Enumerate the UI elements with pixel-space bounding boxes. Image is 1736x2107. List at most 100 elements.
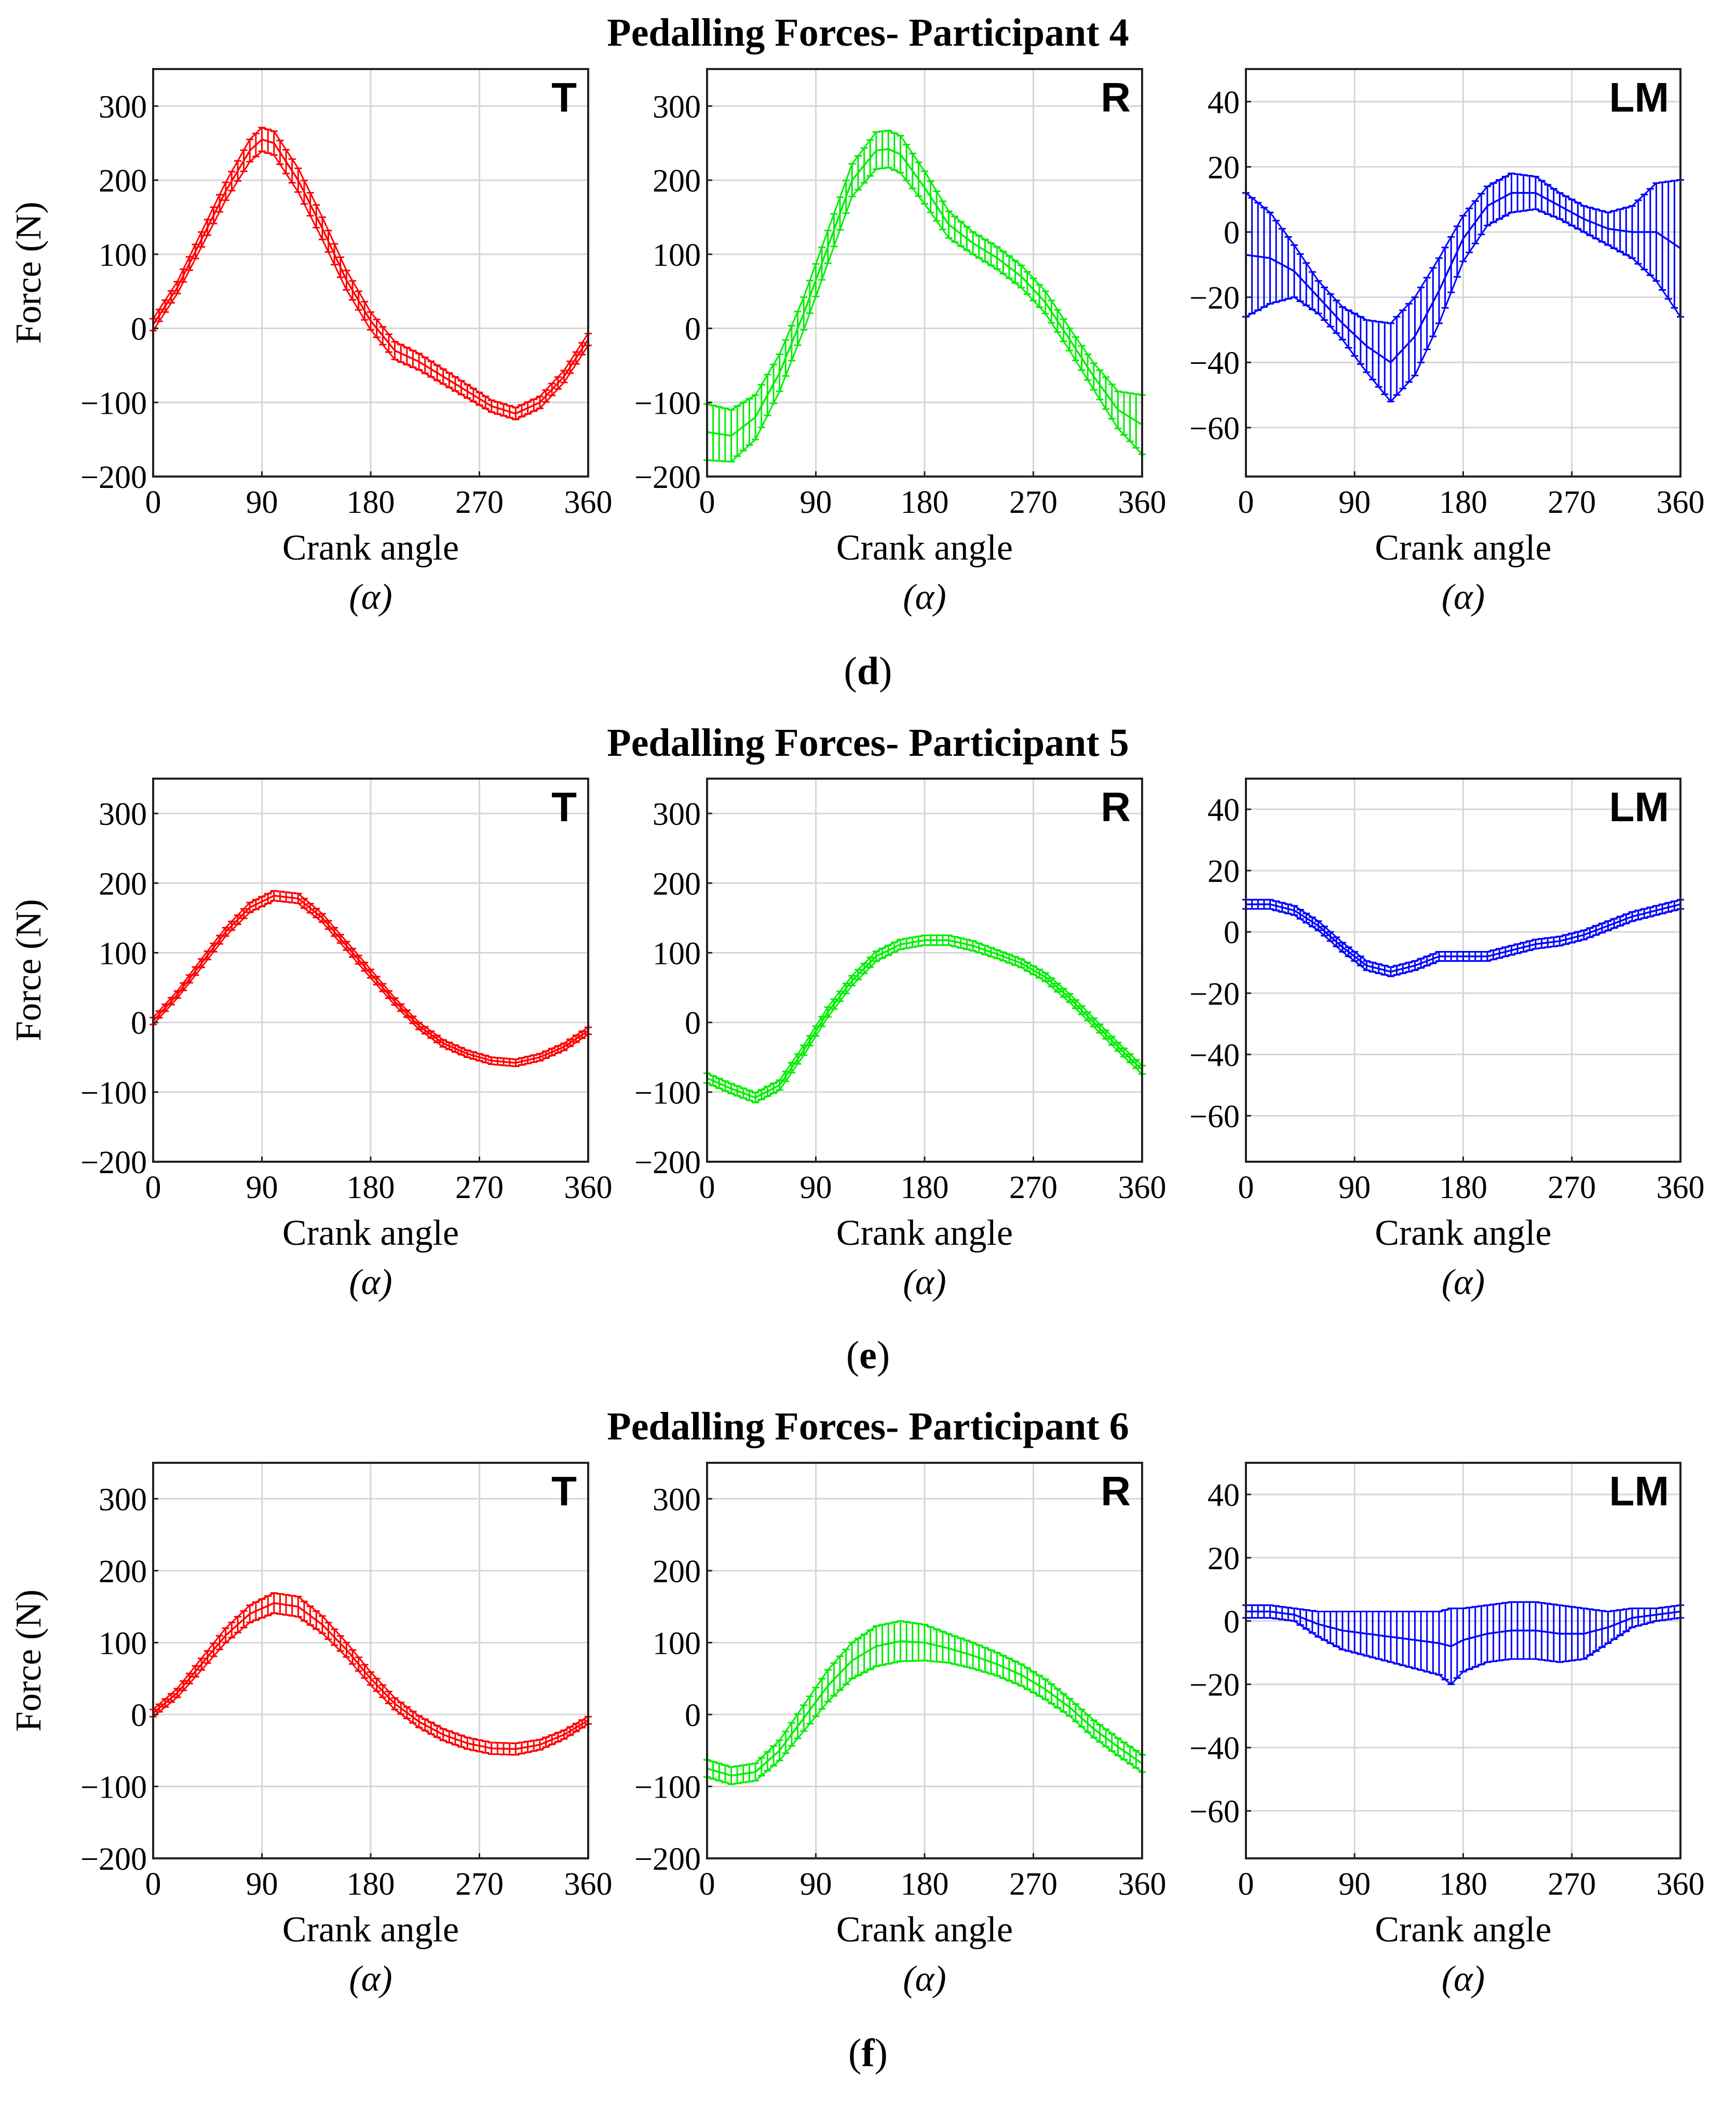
lower-sd-line xyxy=(1246,1617,1681,1685)
y-tick-label: −200 xyxy=(634,460,701,495)
panel-label: R xyxy=(1101,1468,1131,1514)
x-tick-label: 360 xyxy=(1657,485,1705,520)
x-tick-label: 0 xyxy=(699,485,715,520)
upper-sd-line xyxy=(1245,172,1681,324)
upper-sd-line xyxy=(153,1592,589,1744)
x-tick-label: 0 xyxy=(145,1170,161,1205)
y-tick-label: −100 xyxy=(80,1770,147,1805)
y-tick-label: 200 xyxy=(99,866,147,902)
subfigure-label: (f) xyxy=(848,2031,888,2075)
y-tick-label: 200 xyxy=(653,1554,701,1589)
x-tick-label: 360 xyxy=(1118,1867,1167,1902)
group-title: Pedalling Forces- Participant 5 xyxy=(607,721,1129,765)
y-tick-label: 40 xyxy=(1208,85,1240,120)
x-axis-unit: (α) xyxy=(1442,1959,1485,1999)
x-tick-label: 270 xyxy=(1548,1867,1596,1902)
y-tick-label: 300 xyxy=(99,1482,147,1517)
y-tick-label: 40 xyxy=(1208,1478,1240,1513)
x-tick-label: 270 xyxy=(1548,1170,1596,1205)
mean-line xyxy=(1246,1610,1681,1648)
y-tick-label: 0 xyxy=(131,1698,147,1733)
y-tick-label: −40 xyxy=(1189,1731,1240,1766)
x-tick-label: 90 xyxy=(800,1867,832,1902)
y-tick-label: −100 xyxy=(634,1770,701,1805)
mean-line xyxy=(707,1640,1143,1777)
figure-group-f: Pedalling Forces- Participant 6 (f) 0 90 180… xyxy=(9,1405,1705,2075)
y-tick-label: 300 xyxy=(653,89,701,125)
y-axis-label: Force (N) xyxy=(9,201,49,344)
y-tick-label: 200 xyxy=(99,164,147,199)
upper-sd-line xyxy=(707,1620,1143,1768)
y-tick-label: −200 xyxy=(634,1145,701,1180)
y-tick-label: −60 xyxy=(1189,1795,1240,1830)
x-axis-label: Crank angle xyxy=(836,1910,1013,1950)
subfigure-label-close: ) xyxy=(879,649,892,693)
upper-sd-line xyxy=(707,129,1143,411)
x-axis-label: Crank angle xyxy=(836,528,1013,568)
mean-line xyxy=(707,148,1143,437)
panel-r: 0 90 180 270 360 −200 −100 0 100 200 300 R Crank ang… xyxy=(634,778,1167,1302)
y-tick-label: −20 xyxy=(1189,976,1240,1012)
y-tick-label: −100 xyxy=(80,1076,147,1111)
x-axis-unit: (α) xyxy=(349,577,392,617)
panel-r: 0 90 180 270 360 −200 −100 0 100 200 300 R Crank ang… xyxy=(634,1462,1167,1999)
group-title: Pedalling Forces- Participant 4 xyxy=(607,11,1129,55)
x-tick-label: 0 xyxy=(145,1867,161,1902)
upper-sd-line xyxy=(1246,1601,1681,1613)
x-tick-label: 270 xyxy=(1548,485,1596,520)
y-tick-label: 200 xyxy=(99,1554,147,1589)
y-tick-label: −100 xyxy=(634,1076,701,1111)
y-tick-label: −200 xyxy=(634,1842,701,1877)
upper-sd-line xyxy=(707,934,1143,1094)
y-tick-label: 20 xyxy=(1208,1541,1240,1576)
panel-label: T xyxy=(551,784,577,830)
subfigure-label-letter: f xyxy=(861,2031,875,2075)
panel-t: 0 90 180 270 360 −200 −100 0 100 200 300 T Crank ang… xyxy=(9,778,613,1302)
y-tick-label: 0 xyxy=(1224,915,1240,950)
y-tick-label: 0 xyxy=(685,1006,701,1041)
x-tick-label: 90 xyxy=(1338,485,1371,520)
x-tick-label: 90 xyxy=(1338,1170,1371,1205)
x-tick-label: 270 xyxy=(1009,485,1057,520)
subfigure-label-close: ) xyxy=(875,2031,888,2075)
lower-sd-line xyxy=(152,900,589,1067)
subfigure-label-letter: d xyxy=(857,649,879,693)
y-tick-label: −100 xyxy=(634,386,701,421)
y-tick-label: 0 xyxy=(685,1698,701,1733)
x-tick-label: 0 xyxy=(699,1867,715,1902)
subfigure-label-open: ( xyxy=(844,649,857,693)
y-tick-label: 100 xyxy=(653,936,701,971)
y-tick-label: 200 xyxy=(653,164,701,199)
x-tick-label: 360 xyxy=(1118,485,1167,520)
y-tick-label: 0 xyxy=(685,312,701,347)
x-tick-label: 360 xyxy=(1657,1170,1705,1205)
x-axis-unit: (α) xyxy=(903,577,946,617)
x-axis-label: Crank angle xyxy=(282,1910,459,1950)
x-tick-label: 0 xyxy=(1238,1170,1254,1205)
x-tick-label: 360 xyxy=(564,1170,613,1205)
lower-sd-line xyxy=(153,1612,589,1756)
lower-sd-line xyxy=(152,150,589,420)
x-axis-label: Crank angle xyxy=(282,1213,459,1253)
x-tick-label: 90 xyxy=(800,485,832,520)
upper-sd-line xyxy=(152,890,589,1061)
y-tick-label: 0 xyxy=(131,1006,147,1041)
figure-group-d: Pedalling Forces- Participant 4 (d) 0 90 180… xyxy=(9,11,1705,693)
x-axis-unit: (α) xyxy=(349,1959,392,1999)
y-tick-label: 100 xyxy=(653,238,701,273)
group-title: Pedalling Forces- Participant 6 xyxy=(607,1405,1129,1448)
y-tick-label: 100 xyxy=(99,238,147,273)
x-tick-label: 0 xyxy=(1238,485,1254,520)
y-tick-label: 300 xyxy=(653,1482,701,1517)
mean-line xyxy=(152,1602,589,1750)
x-tick-label: 270 xyxy=(1009,1170,1057,1205)
panel-label: R xyxy=(1101,784,1131,830)
x-tick-label: 180 xyxy=(901,1170,949,1205)
panel-label: T xyxy=(551,74,577,120)
mean-line xyxy=(707,939,1143,1099)
y-tick-label: −20 xyxy=(1189,281,1240,316)
subfigure-label-open: ( xyxy=(846,1334,859,1377)
subfigure-label-letter: e xyxy=(859,1334,877,1377)
x-axis-unit: (α) xyxy=(1442,1262,1485,1302)
